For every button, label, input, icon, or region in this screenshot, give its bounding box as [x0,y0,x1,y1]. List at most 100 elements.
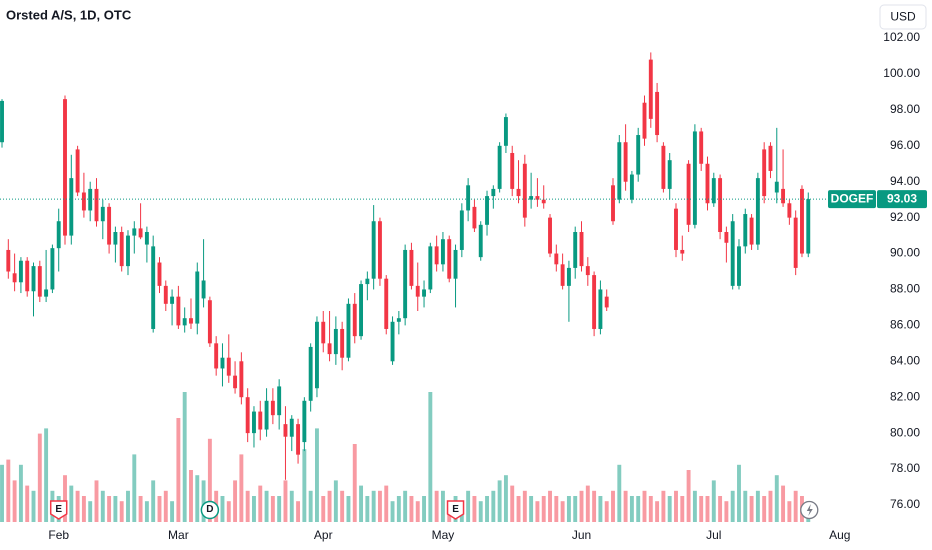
candle-body [189,318,193,324]
candle-body [409,249,414,286]
candle-body [705,163,710,204]
volume-bar [371,490,376,522]
volume-bar [472,496,477,522]
candle-body [283,424,288,437]
candle-body [352,303,357,337]
candle-body [680,249,685,254]
volume-bar [692,490,697,522]
candle-body [611,185,615,222]
candle-body [170,296,175,304]
candle-body [359,284,364,337]
x-tick-label: Feb [48,528,69,542]
volume-bar [289,490,294,522]
volume-bar [604,501,609,522]
volume-bar [674,490,678,522]
candle-body [566,267,571,286]
candle-body [648,59,653,119]
volume-bar [585,485,590,522]
candle-body [674,208,678,250]
volume-bar [617,464,622,522]
volume-bar [629,496,634,522]
candle-body [806,199,811,254]
candle-body [50,248,55,290]
event-label: D [206,504,213,515]
candle-body [661,145,666,189]
candle-body [787,203,792,218]
candle-body [75,149,80,193]
dividend-marker[interactable] [200,500,220,520]
volume-bar [258,485,263,522]
candle-body [768,145,773,171]
candle-body [226,357,231,376]
earnings-marker[interactable] [49,500,68,520]
y-tick-label: 96.00 [890,138,920,152]
price-tag-bg [877,190,927,209]
candle-body [642,102,647,139]
earnings-marker[interactable] [446,500,465,520]
currency-button[interactable] [879,4,927,30]
y-tick-label: 94.00 [890,174,920,188]
volume-bar [711,480,716,522]
volume-bar [252,496,256,522]
volume-bar [0,464,4,522]
x-tick-label: Apr [314,528,333,542]
volume-bar [31,490,36,522]
volume-bar [264,490,269,522]
candle-body [422,289,426,297]
candle-body [302,400,307,443]
volume-bar [182,392,187,522]
volume-bar [94,480,99,522]
y-tick-label: 84.00 [890,353,920,367]
candle-body [737,246,741,286]
x-tick-label: Aug [829,528,850,542]
volume-bar [718,496,723,522]
volume-bar [428,392,433,522]
volume-bar [315,428,319,522]
y-tick-label: 102.00 [883,30,920,44]
volume-bar [207,438,212,522]
candle-body [69,178,74,236]
candle-body [182,318,187,326]
candle-body [655,91,660,136]
volume-bar [233,480,238,522]
volume-bar [163,490,168,522]
candle-body [541,199,546,204]
candle-body [384,278,389,329]
candle-body [365,278,370,285]
volume-bar [119,501,124,522]
volume-bar [787,501,792,522]
volume-bar [346,496,351,522]
volume-bar [18,464,23,522]
candle-body [138,228,143,238]
candle-body [56,221,61,249]
candle-body [755,178,760,245]
candle-body [245,397,250,434]
symbol-tag-bg [828,190,876,209]
volume-bar [541,496,546,522]
volume-bar [239,454,244,522]
candle-body [201,280,206,299]
candle-body [346,303,351,358]
candle-body [522,163,527,218]
candle-body [617,142,622,200]
candle-body [472,206,477,229]
candle-body [340,328,345,358]
overlay-layer: 76.00 78.00 80.00 82.00 84.00 86.00 88.00 90.00… [0,30,927,542]
candle-body [94,188,99,222]
volume-bar [699,496,704,522]
chart-title: Orsted A/S, 1D, OTC [6,7,132,22]
candle-body [132,228,137,236]
candle-body [724,232,729,243]
candle-body [308,346,313,401]
candle-body [497,145,502,189]
volume-bar [554,496,559,522]
candle-body [466,185,471,211]
candle-body [63,99,67,236]
candle-body [699,131,704,164]
x-tick-label: May [432,528,455,542]
candle-body [100,206,105,222]
volume-bar [277,496,282,522]
volume-bar [535,501,540,522]
candle-body [296,424,301,455]
candle-body [793,217,798,268]
